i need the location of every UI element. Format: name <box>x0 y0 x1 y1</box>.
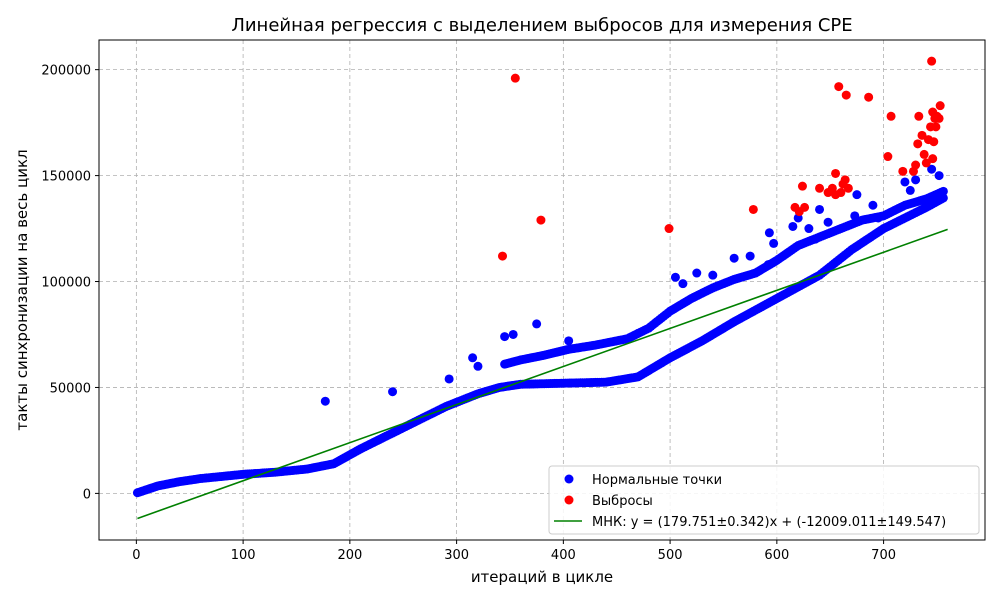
y-tick-label: 200000 <box>41 64 91 79</box>
outlier-point <box>921 158 931 168</box>
x-axis-label: итераций в цикле <box>471 568 613 586</box>
normal-point <box>850 211 860 221</box>
outlier-point <box>510 73 520 83</box>
outlier-point <box>841 90 851 100</box>
outlier-point <box>864 92 874 102</box>
normal-point <box>763 260 773 270</box>
normal-point <box>852 190 862 200</box>
y-tick-label: 150000 <box>41 170 91 185</box>
normal-point <box>692 268 702 278</box>
normal-point <box>473 361 483 371</box>
outlier-point <box>498 251 508 261</box>
plot-frame <box>98 39 986 541</box>
outlier-point <box>919 149 929 159</box>
legend-outliers-marker <box>564 495 574 505</box>
outlier-point <box>898 166 908 176</box>
normal-point <box>388 387 398 397</box>
x-tick-label: 300 <box>444 548 469 563</box>
normal-point <box>905 185 915 195</box>
y-tick-label: 0 <box>83 487 91 502</box>
outlier-point <box>800 202 810 212</box>
outlier-point <box>843 183 853 193</box>
outlier-point <box>797 181 807 191</box>
normal-point <box>868 200 878 210</box>
y-tick-label: 50000 <box>50 381 91 396</box>
normal-point <box>938 186 948 196</box>
legend-box <box>548 465 980 535</box>
outlier-point <box>917 130 927 140</box>
x-tick-label: 400 <box>551 548 576 563</box>
normal-point <box>769 238 779 248</box>
outlier-point <box>935 101 945 111</box>
outlier-point <box>886 111 896 121</box>
outlier-point <box>815 183 825 193</box>
legend: Нормальные точки Выбросы МНК: y = (179.751… <box>548 465 980 535</box>
x-tick-label: 200 <box>337 548 362 563</box>
legend-normal-marker <box>564 474 574 484</box>
normal-point <box>911 175 921 185</box>
normal-point <box>927 164 937 174</box>
x-tick-label: 700 <box>871 548 896 563</box>
legend-outliers-label: Выбросы <box>592 494 653 509</box>
normal-point <box>444 374 454 384</box>
outlier-point <box>928 154 938 164</box>
normal-point <box>532 319 542 329</box>
normal-point <box>468 353 478 363</box>
normal-point <box>900 177 910 187</box>
outlier-point <box>748 204 758 214</box>
normal-point <box>934 171 944 181</box>
x-tick-label: 500 <box>658 548 683 563</box>
outlier-point <box>836 188 846 198</box>
y-tick-label: 100000 <box>41 276 91 291</box>
x-tick-label: 0 <box>132 548 140 563</box>
regression-line <box>137 228 948 520</box>
y-axis-label: такты синхронизации на весь цикл <box>13 149 31 430</box>
normal-point <box>745 251 755 261</box>
normal-point <box>873 213 883 223</box>
normal-point <box>564 336 574 346</box>
axes: 0 100 200 300 400 500 600 700 0 50000 100000 150000… <box>41 64 896 563</box>
normal-point <box>815 204 825 214</box>
normal-point <box>804 224 814 234</box>
outlier-point <box>929 137 939 147</box>
outlier-point <box>913 139 923 149</box>
outlier-point <box>931 122 941 132</box>
outlier-point <box>536 215 546 225</box>
normal-point <box>764 228 774 238</box>
outlier-point <box>927 56 937 66</box>
normal-point <box>508 329 518 339</box>
normal-point <box>500 332 510 342</box>
normal-point <box>670 272 680 282</box>
normal-point <box>708 270 718 280</box>
normal-point <box>810 234 820 244</box>
outlier-point <box>914 111 924 121</box>
chart-title: Линейная регрессия с выделением выбросов… <box>231 15 852 36</box>
outlier-point <box>883 152 893 162</box>
outlier-point <box>834 82 844 92</box>
outlier-point <box>911 160 921 170</box>
legend-fit-label: МНК: y = (179.751±0.342)x + (-12009.011±… <box>592 515 946 530</box>
grid <box>99 40 985 540</box>
normal-point <box>320 396 330 406</box>
x-tick-label: 100 <box>231 548 256 563</box>
outlier-point <box>934 113 944 123</box>
outlier-point <box>664 224 674 234</box>
plot-area <box>132 56 948 520</box>
normal-point <box>788 221 798 231</box>
outlier-point <box>840 175 850 185</box>
normal-point <box>823 217 833 227</box>
outlier-point <box>831 168 841 178</box>
normal-point <box>729 253 739 263</box>
normal-point <box>678 279 688 289</box>
legend-normal-label: Нормальные точки <box>592 473 722 488</box>
x-tick-label: 600 <box>764 548 789 563</box>
